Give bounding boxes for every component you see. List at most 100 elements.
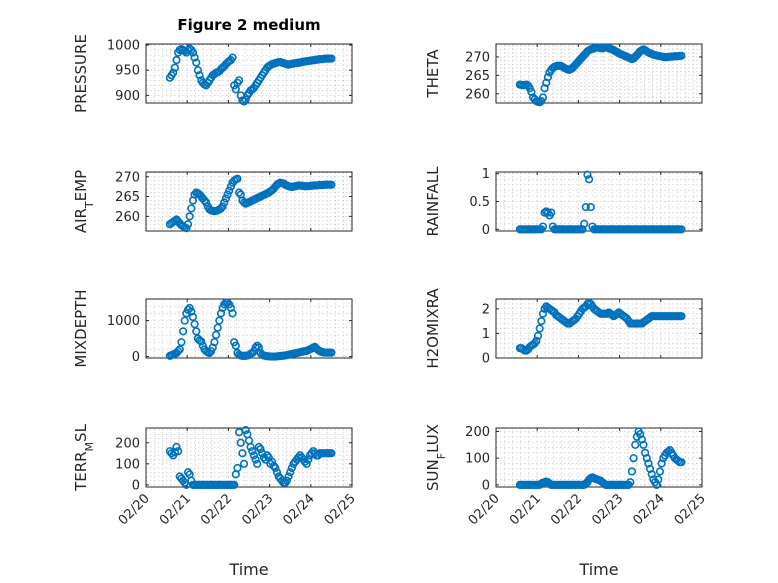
data-point <box>644 459 653 468</box>
data-point <box>239 97 249 106</box>
data-point <box>188 48 198 57</box>
x-tick-label: 02/25 <box>322 491 359 528</box>
x-axis-label: Time <box>228 560 268 579</box>
subplot-mixdepth: 0 1000 MIXDEPTH <box>72 289 353 368</box>
data-point <box>187 204 196 213</box>
data-point <box>213 323 222 332</box>
data-point <box>677 312 686 321</box>
data-point <box>677 51 686 60</box>
data-point <box>286 468 295 477</box>
subplot-h2o-mixra: 0 1 2 H2OMIXRA <box>424 288 703 369</box>
data-point <box>581 202 590 212</box>
y-axis-label: PRESSURE <box>72 34 90 113</box>
y-tick-label: 2 <box>482 302 490 317</box>
subplot-terr-msl: 0 100 200 TERRMSL 02/20 02/21 02/22 02/23 02/24 0… <box>72 423 359 579</box>
series-h2o-mixra <box>515 298 686 355</box>
data-point <box>241 426 250 435</box>
data-point <box>236 438 245 447</box>
y-tick-label: 0 <box>482 478 490 493</box>
x-tick-label: 02/24 <box>281 491 318 528</box>
data-point <box>641 448 650 457</box>
axes-border <box>145 43 353 104</box>
data-point <box>228 309 237 318</box>
data-point <box>652 480 661 489</box>
y-tick-label: 270 <box>115 170 140 185</box>
data-point <box>249 451 259 460</box>
data-point <box>302 459 311 468</box>
data-point <box>197 337 206 346</box>
data-point <box>248 447 257 456</box>
data-point <box>190 53 199 62</box>
data-point <box>647 470 656 479</box>
data-point <box>677 458 686 467</box>
data-point <box>200 196 209 205</box>
subplot-rainfall: 0 0.5 1 RAINFALL <box>424 166 703 238</box>
subplot-air-temp: 260 265 270 AIRTEMP <box>72 170 353 233</box>
series-mixdepth <box>165 298 336 361</box>
data-point <box>193 66 203 75</box>
series-terr-msl <box>165 426 336 489</box>
y-tick-label: 0 <box>482 223 490 238</box>
data-point <box>256 444 265 454</box>
data-point <box>626 478 635 487</box>
data-point <box>267 457 277 466</box>
data-point <box>586 202 595 212</box>
y-tick-label: 1000 <box>107 314 140 329</box>
data-point <box>253 459 262 468</box>
y-tick-label: 100 <box>115 457 140 472</box>
data-point <box>251 343 260 352</box>
x-tick-label: 02/20 <box>116 491 153 528</box>
data-point <box>182 224 191 233</box>
data-point <box>215 316 224 325</box>
data-point <box>639 440 648 449</box>
data-point <box>637 435 646 444</box>
data-point <box>216 204 226 213</box>
x-tick-label: 02/24 <box>631 491 668 528</box>
data-point <box>282 476 292 485</box>
data-point <box>211 330 221 340</box>
data-point <box>629 454 638 463</box>
y-tick-label: 200 <box>115 436 140 451</box>
x-tick-label: 02/22 <box>548 491 585 528</box>
data-point <box>169 68 178 77</box>
series-rainfall <box>515 170 686 234</box>
y-tick-label: 0 <box>132 350 140 365</box>
data-point <box>175 345 184 354</box>
data-point <box>537 317 546 326</box>
y-axis-label: THETA <box>424 49 442 99</box>
data-point <box>327 449 336 458</box>
data-point <box>327 54 336 63</box>
data-point <box>631 440 640 449</box>
data-point <box>627 467 637 476</box>
data-point <box>188 312 198 322</box>
y-tick-label: 950 <box>115 64 140 79</box>
y-tick-label: 260 <box>465 87 490 102</box>
data-point <box>547 208 556 217</box>
data-point <box>239 459 249 468</box>
data-point <box>585 175 594 184</box>
x-tick-label: 02/23 <box>589 491 626 528</box>
data-point <box>253 341 262 350</box>
data-point <box>192 327 201 336</box>
y-tick-label: 1000 <box>107 39 140 54</box>
series-sun-flux <box>515 427 686 489</box>
y-tick-label: 0.5 <box>469 195 490 210</box>
data-point <box>185 212 194 221</box>
data-point <box>220 198 229 207</box>
data-point <box>231 341 240 350</box>
y-tick-label: 1 <box>482 167 490 182</box>
data-point <box>183 220 193 229</box>
data-point <box>223 190 232 199</box>
data-point <box>645 464 655 473</box>
data-point <box>221 194 231 203</box>
axes-box <box>495 171 703 232</box>
data-point <box>233 463 242 473</box>
data-point <box>226 182 235 191</box>
data-point <box>235 76 244 85</box>
data-point <box>677 225 686 234</box>
data-point <box>180 316 189 325</box>
data-point <box>202 198 211 207</box>
data-point <box>284 472 293 481</box>
